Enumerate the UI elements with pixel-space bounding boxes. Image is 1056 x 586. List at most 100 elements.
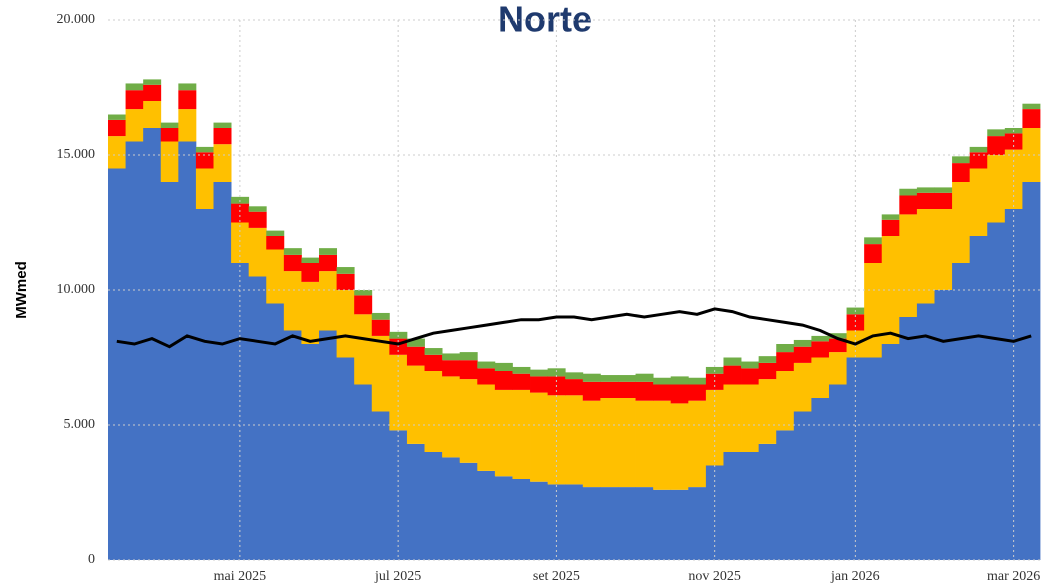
bar-segment [125,141,144,560]
bar-segment [952,163,971,182]
bar-segment [565,484,584,560]
bar-segment [494,389,513,477]
bar-segment [371,319,390,336]
bar-segment [653,400,672,490]
bar-segment [600,398,619,488]
bar-segment [881,344,900,560]
bar-segment [705,465,724,560]
bar-segment [617,381,636,398]
bar-segment [477,361,496,369]
bar-segment [108,136,126,169]
bar-segment [916,303,935,560]
bar-segment [582,487,601,560]
bar-segment [406,346,425,366]
bar-segment [758,379,777,444]
bar-segment [776,352,795,371]
bar-segment [442,457,461,560]
bar-segment [512,479,531,560]
bar-segment [512,366,531,374]
bar-segment [934,192,953,209]
bar-segment [547,395,566,485]
bar-segment [266,303,285,560]
x-tick-label: mai 2025 [214,569,267,584]
bar-segment [459,360,478,380]
y-tick-label: 0 [88,552,95,567]
bar-segment [371,335,390,412]
bar-segment [846,357,865,560]
bar-segment [969,152,988,169]
bar-segment [723,365,742,385]
bar-segment [477,384,496,471]
bar-segment [406,365,425,444]
bar-segment [494,362,513,371]
bar-segment [793,362,812,412]
bar-segment [160,141,179,182]
bar-segment [266,230,285,236]
bar-segment [512,373,531,390]
bar-segment [688,377,707,385]
bar-segment [283,248,302,255]
bar-segment [248,211,267,228]
bar-segment [670,376,689,385]
bar-segment [424,348,443,355]
bar-segment [952,263,971,560]
bar-segment [565,372,584,380]
bar-segment [916,187,935,193]
bar-segment [336,273,355,290]
bar-segment [758,362,777,380]
bar-segment [283,271,302,331]
bar-segment [670,403,689,490]
bar-segment [969,236,988,560]
bar-segment [811,335,830,342]
bar-segment [758,356,777,363]
bar-segment [494,371,513,390]
bar-segment [670,384,689,404]
bar-segment [969,168,988,236]
y-tick-label: 20.000 [57,12,96,27]
bar-segment [512,389,531,479]
bar-segment [301,257,320,263]
bar-segment [635,373,654,382]
bar-segment [987,222,1006,560]
bar-segment [723,384,742,452]
bar-segment [371,312,390,320]
bar-segment [881,214,900,220]
bar-segment [1022,128,1041,182]
bar-segment [354,314,373,385]
bar-segment [213,128,232,145]
bar-segment [213,182,232,560]
bar-segment [530,369,549,377]
x-tick-label: jan 2026 [830,569,880,584]
bar-segment [565,395,584,485]
bar-segment [477,368,496,385]
bar-segment [811,398,830,560]
bar-segment [195,146,214,153]
bar-segment [776,344,795,353]
bar-segment [617,375,636,382]
bar-segment [723,452,742,560]
bar-segment [653,377,672,385]
bar-segment [125,90,144,110]
bar-segment [424,452,443,560]
bar-segment [864,237,883,245]
bar-segment [828,352,847,385]
bar-segment [406,338,425,347]
bar-segment [108,168,126,560]
bar-segment [530,481,549,560]
bar-segment [600,381,619,398]
bar-segment [266,236,285,250]
bar-segment [459,379,478,463]
bar-segment [213,122,232,128]
bar-segment [987,155,1006,223]
bar-segment [248,227,267,277]
bar-segment [688,384,707,401]
bar-segment [406,443,425,560]
bar-segment [916,192,935,209]
bar-segment [160,182,179,560]
bar-segment [653,489,672,560]
bar-segment [916,209,935,304]
bar-segment [741,368,760,385]
bar-segment [160,128,179,142]
bar-segment [828,384,847,560]
bar-segment [600,487,619,560]
